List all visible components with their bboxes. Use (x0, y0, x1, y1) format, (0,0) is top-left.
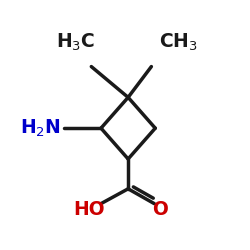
Text: H$_2$N: H$_2$N (20, 118, 61, 139)
Text: H$_3$C: H$_3$C (56, 32, 95, 53)
Text: CH$_3$: CH$_3$ (159, 32, 198, 53)
Text: O: O (152, 200, 168, 219)
Text: HO: HO (74, 200, 105, 219)
